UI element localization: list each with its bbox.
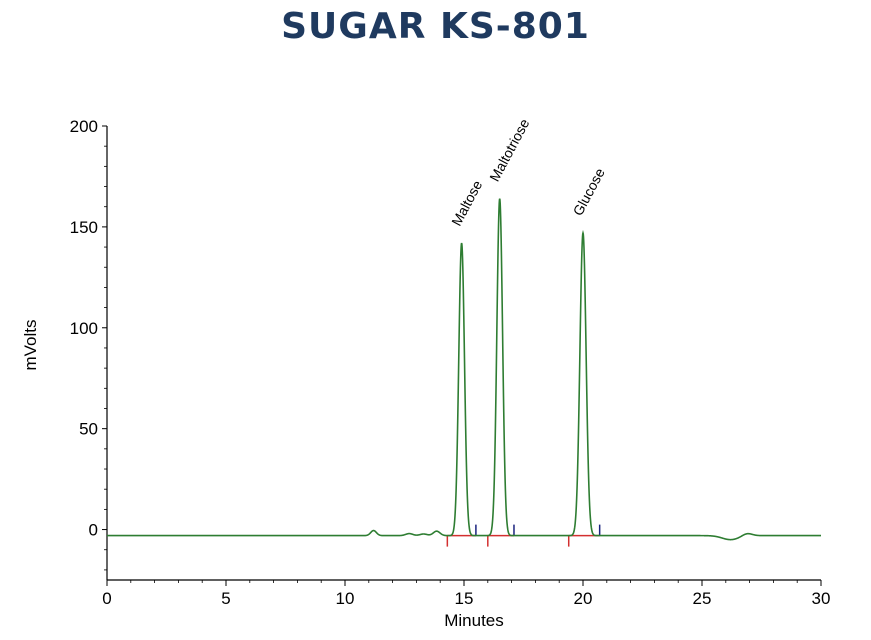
y-tick-label: 100 xyxy=(70,319,98,338)
axes-layer: 0 5 10 15 20 25 30 0 50 100 150 200 xyxy=(70,117,831,608)
y-tick-label: 50 xyxy=(79,420,98,439)
y-axis-label: mVolts xyxy=(21,319,40,370)
y-tick-label: 0 xyxy=(89,521,98,540)
x-tick-label: 25 xyxy=(693,589,712,608)
x-tick-label: 5 xyxy=(221,589,230,608)
x-tick-label: 15 xyxy=(455,589,474,608)
x-tick-label: 20 xyxy=(574,589,593,608)
peak-label: Maltose xyxy=(448,177,485,228)
chart-title: SUGAR KS-801 xyxy=(281,6,590,47)
peak-label: Glucose xyxy=(570,165,608,218)
x-tick-label: 30 xyxy=(812,589,831,608)
series-layer xyxy=(107,198,821,541)
chromatogram-trace xyxy=(107,198,821,541)
x-tick-label: 0 xyxy=(102,589,111,608)
peak-label: Maltotriose xyxy=(486,116,532,184)
y-tick-label: 150 xyxy=(70,218,98,237)
x-axis-label: Minutes xyxy=(444,611,504,630)
x-tick-label: 10 xyxy=(336,589,355,608)
y-tick-label: 200 xyxy=(70,117,98,136)
